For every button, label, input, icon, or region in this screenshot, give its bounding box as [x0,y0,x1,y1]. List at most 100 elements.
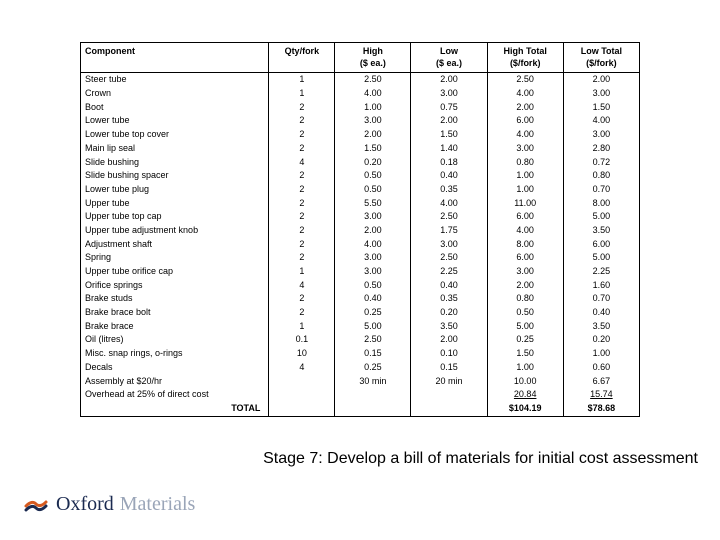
cell-high-ea: 0.15 [335,347,411,361]
logo-icon [22,490,50,518]
cell-low-total: 2.80 [563,142,639,156]
cell-low-total: 8.00 [563,197,639,211]
cell-high-total: 8.00 [487,238,563,252]
table-row: Upper tube top cap23.002.506.005.00 [81,210,640,224]
cell-component: Boot [81,101,269,115]
cell-qty: 2 [269,238,335,252]
cell-low-total: 1.60 [563,279,639,293]
cell-high-ea: 4.00 [335,87,411,101]
cell-low-total: 0.72 [563,156,639,170]
cell-low-total: 1.00 [563,347,639,361]
cell-low-total: 4.00 [563,114,639,128]
table-row: Crown14.003.004.003.00 [81,87,640,101]
cell-high-ea: 2.50 [335,333,411,347]
header-low-total: Low Total($/fork) [563,43,639,73]
cell-high-total: 3.00 [487,142,563,156]
cell-high-total: 4.00 [487,87,563,101]
cell-low-ea: 2.00 [411,114,487,128]
cell-component: Lower tube [81,114,269,128]
bom-table-container: Component Qty/fork High($ ea.) Low($ ea.… [80,42,640,417]
header-row: Component Qty/fork High($ ea.) Low($ ea.… [81,43,640,73]
cell-qty: 2 [269,210,335,224]
cell-high-total: 4.00 [487,224,563,238]
cell-high-ea: 5.50 [335,197,411,211]
table-row: Upper tube25.504.0011.008.00 [81,197,640,211]
cell-low-total: 5.00 [563,251,639,265]
header-qty: Qty/fork [269,43,335,73]
table-row: Brake studs20.400.350.800.70 [81,292,640,306]
cell-high-ea: 0.25 [335,306,411,320]
cell-low-total: 0.70 [563,183,639,197]
cell-component: Upper tube top cap [81,210,269,224]
cell-component: Assembly at $20/hr [81,375,269,389]
cell-qty: 4 [269,279,335,293]
cell-component: Upper tube adjustment knob [81,224,269,238]
cell-qty: 2 [269,197,335,211]
cell-low-ea: 3.00 [411,87,487,101]
cell-high-ea: 30 min [335,375,411,389]
cell-high-total: 5.00 [487,320,563,334]
cell-component: Overhead at 25% of direct cost [81,388,269,402]
cell-low-total: 3.00 [563,128,639,142]
cell-high-ea: 1.50 [335,142,411,156]
cell-low-total: 5.00 [563,210,639,224]
cell-high-total: 4.00 [487,128,563,142]
cell-low-ea: 0.75 [411,101,487,115]
cell-qty: 2 [269,114,335,128]
header-low-ea: Low($ ea.) [411,43,487,73]
table-row: Boot21.000.752.001.50 [81,101,640,115]
cell-high-ea: 5.00 [335,320,411,334]
cell-high-total: 1.00 [487,183,563,197]
table-row: Upper tube orifice cap13.002.253.002.25 [81,265,640,279]
cell-high-total: 3.00 [487,265,563,279]
cell-component: Lower tube plug [81,183,269,197]
cell-low-total: 6.00 [563,238,639,252]
cell-high-total: 11.00 [487,197,563,211]
cell-high-ea: 0.40 [335,292,411,306]
cell-high-total: 2.00 [487,101,563,115]
cell-low-ea: 0.15 [411,361,487,375]
cell-component: Brake brace bolt [81,306,269,320]
table-row: Brake brace bolt20.250.200.500.40 [81,306,640,320]
cell-low-ea: 0.40 [411,169,487,183]
header-high-total: High Total($/fork) [487,43,563,73]
cell-low-ea: 0.20 [411,306,487,320]
cell-low-ea: 0.35 [411,183,487,197]
table-row: Adjustment shaft24.003.008.006.00 [81,238,640,252]
cell-high-total: 2.00 [487,279,563,293]
cell-component: Main lip seal [81,142,269,156]
cell-high-total: 6.00 [487,210,563,224]
cell-qty: 1 [269,73,335,87]
table-row: Lower tube23.002.006.004.00 [81,114,640,128]
cell-low-ea: 3.50 [411,320,487,334]
cell-qty: 1 [269,265,335,279]
cell-high-total: 10.00 [487,375,563,389]
cell-qty: 10 [269,347,335,361]
cell-low-total: 2.25 [563,265,639,279]
cell-qty: 1 [269,320,335,334]
cell-low-ea: 3.00 [411,238,487,252]
cell-low-total: 3.50 [563,320,639,334]
cell-component: Spring [81,251,269,265]
cell-qty: 2 [269,183,335,197]
table-row: Brake brace15.003.505.003.50 [81,320,640,334]
cell-component: Upper tube [81,197,269,211]
table-row: Lower tube plug20.500.351.000.70 [81,183,640,197]
cell-qty: 4 [269,156,335,170]
cell-qty: 2 [269,251,335,265]
cell-low-ea [411,388,487,402]
table-row: Lower tube top cover22.001.504.003.00 [81,128,640,142]
cell-high-total: 1.00 [487,169,563,183]
cell-qty: 0.1 [269,333,335,347]
cell-component: Adjustment shaft [81,238,269,252]
cell-component: Orifice springs [81,279,269,293]
table-row: Slide bushing40.200.180.800.72 [81,156,640,170]
cell-low-ea: 0.40 [411,279,487,293]
cell-component: Oil (litres) [81,333,269,347]
cell-low-ea: 2.50 [411,210,487,224]
cell-high-ea: 4.00 [335,238,411,252]
cell-high-total: 0.50 [487,306,563,320]
cell-component: Brake brace [81,320,269,334]
cell-qty: 1 [269,87,335,101]
cell-high-ea: 2.00 [335,224,411,238]
